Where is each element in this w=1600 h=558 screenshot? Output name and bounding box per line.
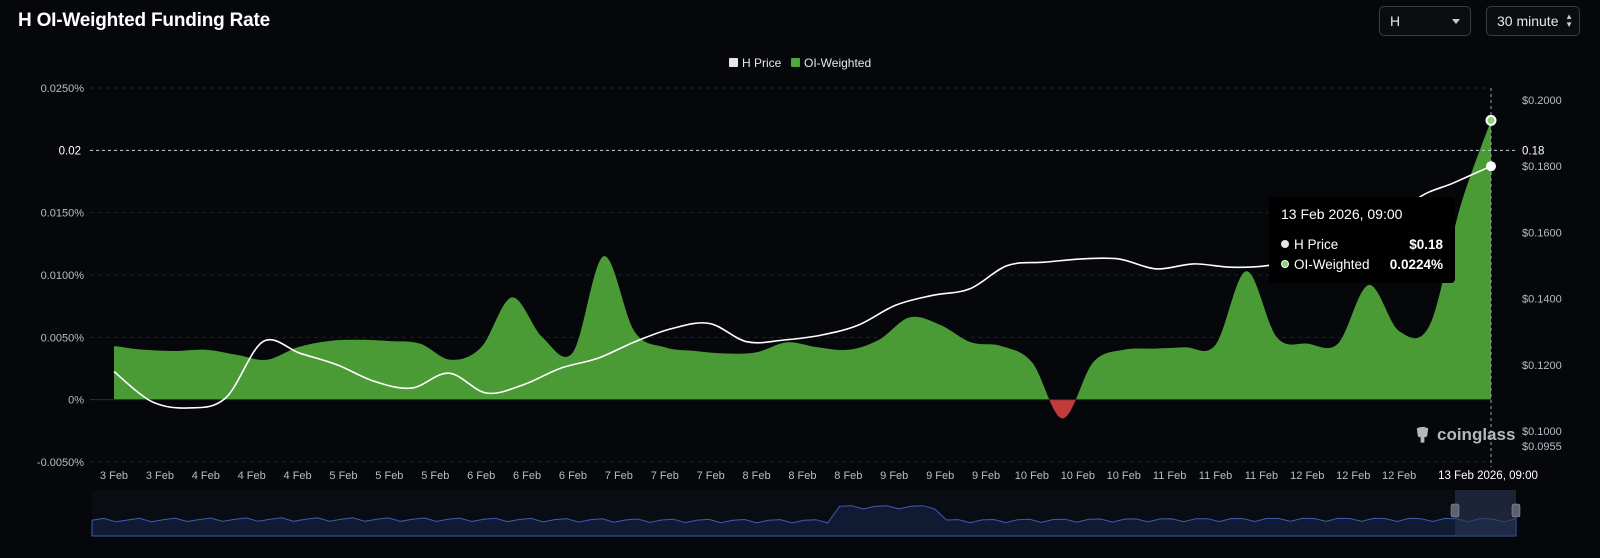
tooltip-oi-name: OI-Weighted bbox=[1294, 256, 1370, 272]
y-right-tick-label: $0.1400 bbox=[1522, 294, 1562, 306]
chart-tooltip: 13 Feb 2026, 09:00 H Price $0.18 OI-Weig… bbox=[1269, 197, 1455, 283]
interval-select-value: 30 minute bbox=[1497, 13, 1559, 29]
chevron-down-icon bbox=[1452, 18, 1460, 24]
legend-swatch-0 bbox=[729, 58, 738, 67]
x-tick-label: 11 Feb bbox=[1199, 470, 1232, 482]
x-tick-label: 3 Feb bbox=[146, 470, 174, 482]
y-left-tick-label: 0.0050% bbox=[41, 332, 85, 344]
coinglass-logo-text: coinglass bbox=[1437, 425, 1516, 444]
tooltip-title: 13 Feb 2026, 09:00 bbox=[1281, 206, 1403, 222]
up-down-chevron-icon: ▲ ▼ bbox=[1565, 12, 1573, 29]
x-tick-label: 11 Feb bbox=[1245, 470, 1278, 482]
legend-swatch-1 bbox=[791, 58, 800, 67]
coinglass-logo: coinglass bbox=[1413, 425, 1515, 445]
symbol-select-value: H bbox=[1390, 13, 1401, 29]
y-left-tick-label: 0.0150% bbox=[41, 208, 85, 220]
coinglass-logo-icon bbox=[1416, 426, 1429, 443]
y-right-tick-label: $0.1200 bbox=[1522, 360, 1562, 372]
x-tick-label: 8 Feb bbox=[788, 470, 816, 482]
navigator[interactable] bbox=[91, 490, 1521, 537]
x-tick-label: 9 Feb bbox=[880, 470, 908, 482]
x-tick-label: 11 Feb bbox=[1153, 470, 1186, 482]
x-tick-label: 7 Feb bbox=[651, 470, 679, 482]
y-left-tick-label: 0% bbox=[68, 395, 84, 407]
x-tick-label: 6 Feb bbox=[513, 470, 541, 482]
y-right-tick-label: $0.1800 bbox=[1522, 161, 1562, 173]
crosshair-right-label-bg bbox=[1517, 141, 1547, 160]
x-tick-label: 4 Feb bbox=[284, 470, 312, 482]
tooltip-oi-value: 0.0224% bbox=[1389, 256, 1443, 272]
x-tick-label: 12 Feb bbox=[1290, 470, 1324, 482]
x-tick-label: 9 Feb bbox=[972, 470, 1000, 482]
tooltip-row-price: H Price $0.18 bbox=[1281, 234, 1443, 254]
x-tick-label: 8 Feb bbox=[742, 470, 770, 482]
y-left-tick-label: 0.0100% bbox=[41, 270, 85, 282]
y-right-tick-label: $0.1000 bbox=[1522, 426, 1562, 438]
navigator-selection[interactable] bbox=[1455, 490, 1516, 536]
x-tick-label: 4 Feb bbox=[238, 470, 266, 482]
y-right-tick-label: $0.1600 bbox=[1522, 227, 1562, 239]
y-left-tick-label: -0.0050% bbox=[37, 457, 84, 469]
oi-highlight-point bbox=[1485, 114, 1497, 126]
chart-legend: H Price OI-Weighted bbox=[729, 56, 871, 70]
price-highlight-point bbox=[1486, 161, 1496, 172]
oi-weighted-area-positive bbox=[114, 120, 1491, 400]
symbol-select[interactable]: H bbox=[1379, 6, 1471, 36]
x-tick-label: 7 Feb bbox=[605, 470, 633, 482]
x-tick-label: 9 Feb bbox=[926, 470, 954, 482]
x-tick-label: 5 Feb bbox=[421, 470, 449, 482]
h-price-line bbox=[113, 165, 1492, 409]
navigator-handle-left[interactable] bbox=[1450, 503, 1460, 518]
tooltip-price-value: $0.18 bbox=[1409, 236, 1443, 252]
navigator-handle-right[interactable] bbox=[1511, 503, 1521, 518]
legend-label-1: OI-Weighted bbox=[804, 56, 871, 70]
crosshair-left-label-bg bbox=[20, 141, 90, 160]
crosshair-x-label-bg bbox=[1430, 467, 1546, 484]
x-tick-label: 10 Feb bbox=[1061, 470, 1095, 482]
x-tick-label: 8 Feb bbox=[834, 470, 862, 482]
tooltip-row-oi: OI-Weighted 0.0224% bbox=[1281, 254, 1443, 274]
x-tick-label: 5 Feb bbox=[329, 470, 357, 482]
x-tick-label: 10 Feb bbox=[1015, 470, 1049, 482]
crosshair-x-label: 13 Feb 2026, 09:00 bbox=[1438, 470, 1538, 482]
tooltip-oi-dot bbox=[1281, 260, 1289, 268]
y-right-tick-label: $0.2000 bbox=[1522, 95, 1562, 107]
tooltip-price-dot bbox=[1281, 240, 1289, 248]
legend-label-0: H Price bbox=[742, 56, 782, 70]
crosshair-left-label: 0.02 bbox=[59, 145, 81, 157]
x-tick-label: 3 Feb bbox=[100, 470, 128, 482]
navigator-series bbox=[91, 505, 1517, 537]
x-tick-label: 10 Feb bbox=[1107, 470, 1141, 482]
x-tick-label: 12 Feb bbox=[1336, 470, 1370, 482]
x-tick-label: 4 Feb bbox=[192, 470, 220, 482]
page-title: H OI-Weighted Funding Rate bbox=[18, 10, 270, 31]
tooltip-price-name: H Price bbox=[1294, 236, 1339, 252]
x-tick-label: 6 Feb bbox=[467, 470, 495, 482]
y-left-tick-label: 0.0250% bbox=[41, 83, 85, 95]
y-right-tick-label: $0.0955 bbox=[1522, 441, 1562, 453]
x-tick-label: 6 Feb bbox=[559, 470, 587, 482]
interval-select[interactable]: 30 minute ▲ ▼ bbox=[1486, 6, 1580, 36]
x-tick-label: 7 Feb bbox=[697, 470, 725, 482]
x-tick-label: 5 Feb bbox=[375, 470, 403, 482]
x-tick-label: 12 Feb bbox=[1382, 470, 1416, 482]
crosshair-right-label: 0.18 bbox=[1522, 145, 1544, 157]
